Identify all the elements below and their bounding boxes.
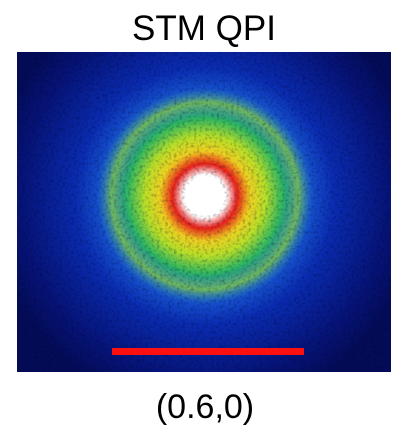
scale-bar — [112, 348, 304, 355]
momentum-label: (0.6,0) — [156, 388, 254, 426]
title: STM QPI — [132, 9, 276, 48]
qpi-map — [17, 52, 391, 372]
qpi-center — [185, 176, 225, 216]
